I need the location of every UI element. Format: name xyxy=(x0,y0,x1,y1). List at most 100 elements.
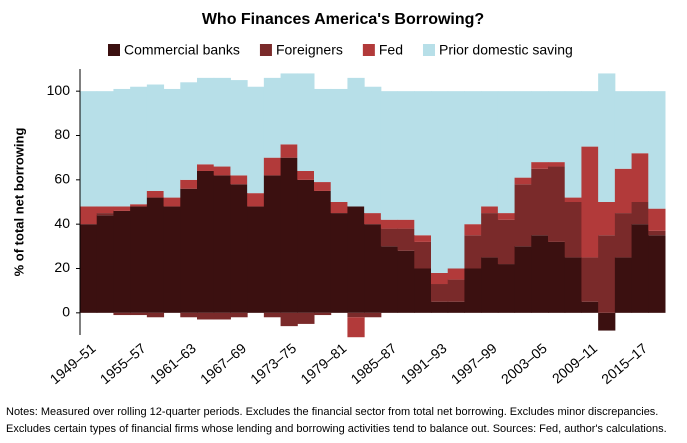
area-segment xyxy=(314,88,332,183)
area-segment xyxy=(364,213,382,225)
area-segment xyxy=(464,91,482,225)
area-segment xyxy=(263,77,282,158)
area-segment xyxy=(598,312,616,331)
area-segment xyxy=(330,88,348,202)
area-segment xyxy=(447,301,465,313)
area-segment xyxy=(230,175,248,185)
area-segment xyxy=(514,184,532,247)
area-segment xyxy=(130,86,148,205)
y-tick-label: 100 xyxy=(47,82,71,98)
area-segment xyxy=(347,77,365,207)
area-segment xyxy=(631,91,649,154)
area-segment xyxy=(598,73,616,202)
legend-swatch xyxy=(259,44,272,56)
area-segment xyxy=(146,84,165,191)
area-segment xyxy=(197,170,215,313)
area-segment xyxy=(130,204,148,207)
area-segment xyxy=(280,144,298,158)
x-tick-label: 1949–51 xyxy=(47,340,99,387)
area-segment xyxy=(631,202,649,225)
area-segment xyxy=(380,219,399,229)
area-segment xyxy=(163,206,181,313)
area-segment xyxy=(263,157,282,176)
area-segment xyxy=(280,157,298,313)
area-segment xyxy=(531,91,549,163)
area-segment xyxy=(447,279,465,302)
area-segment xyxy=(514,177,532,185)
area-segment xyxy=(80,224,98,313)
area-segment xyxy=(146,190,165,198)
area-segment xyxy=(564,257,582,313)
area-segment xyxy=(297,73,315,171)
area-segment xyxy=(230,184,248,313)
area-segment xyxy=(263,175,282,313)
y-tick-label: 80 xyxy=(54,126,70,142)
legend-label: Prior domestic saving xyxy=(439,42,573,58)
area-segment xyxy=(96,91,114,207)
area-segment xyxy=(581,146,599,258)
area-segment xyxy=(648,235,666,313)
area-segment xyxy=(364,224,382,313)
chart-title: Who Finances America's Borrowing? xyxy=(202,11,484,28)
area-segment xyxy=(197,77,215,165)
note: Notes: Measured over rolling 12-quarter … xyxy=(6,406,658,418)
area-segment xyxy=(297,179,315,313)
area-segment xyxy=(431,284,449,302)
area-segment xyxy=(497,91,516,214)
area-segment xyxy=(96,213,114,216)
area-segment xyxy=(631,224,649,313)
area-segment xyxy=(431,301,449,313)
area-segment xyxy=(146,197,165,313)
area-segment xyxy=(113,210,131,313)
area-segment xyxy=(347,312,365,318)
area-segment xyxy=(213,77,231,167)
area-segment xyxy=(380,228,399,247)
area-segment xyxy=(548,166,566,242)
area-segment xyxy=(213,175,231,313)
legend-label: Foreigners xyxy=(276,42,343,58)
area-segment xyxy=(514,246,532,313)
x-tick-label: 1997–99 xyxy=(448,340,500,387)
area-segment xyxy=(213,312,231,320)
legend-swatch xyxy=(108,44,120,56)
x-tick-label: 1985–87 xyxy=(347,340,399,387)
legend-swatch xyxy=(362,44,375,56)
area-segment xyxy=(130,312,148,316)
area-segment xyxy=(614,257,633,313)
area-segment xyxy=(230,312,248,318)
area-segment xyxy=(330,202,348,214)
area-segment xyxy=(397,250,415,313)
area-segment xyxy=(330,213,348,313)
area-segment xyxy=(247,193,265,207)
area-segment xyxy=(113,88,131,207)
area-segment xyxy=(581,257,599,302)
area-segment xyxy=(497,219,516,265)
area-segment xyxy=(347,317,365,338)
area-segment xyxy=(614,213,633,258)
y-tick-label: 40 xyxy=(54,215,70,231)
y-tick-label: 20 xyxy=(54,259,70,275)
area-segment xyxy=(347,206,365,313)
area-segment xyxy=(263,312,282,318)
x-tick-label: 2003–05 xyxy=(498,340,550,387)
area-segment xyxy=(314,182,332,191)
x-tick-label: 1961–63 xyxy=(147,340,199,387)
x-tick-label: 1955–57 xyxy=(97,340,149,387)
area-segment xyxy=(447,91,465,269)
area-segment xyxy=(531,162,549,169)
area-segment xyxy=(481,213,499,258)
area-segment xyxy=(163,197,181,207)
area-segment xyxy=(80,206,98,225)
area-segment xyxy=(414,241,432,269)
area-segment xyxy=(497,213,516,220)
area-segment xyxy=(180,188,198,313)
area-segment xyxy=(614,91,633,169)
y-tick-label: 0 xyxy=(62,304,70,320)
area-segment xyxy=(380,246,399,313)
area-segment xyxy=(514,91,532,178)
area-segment xyxy=(548,91,566,163)
area-segment xyxy=(80,91,98,207)
area-segment xyxy=(397,228,415,251)
area-segment xyxy=(180,312,198,318)
